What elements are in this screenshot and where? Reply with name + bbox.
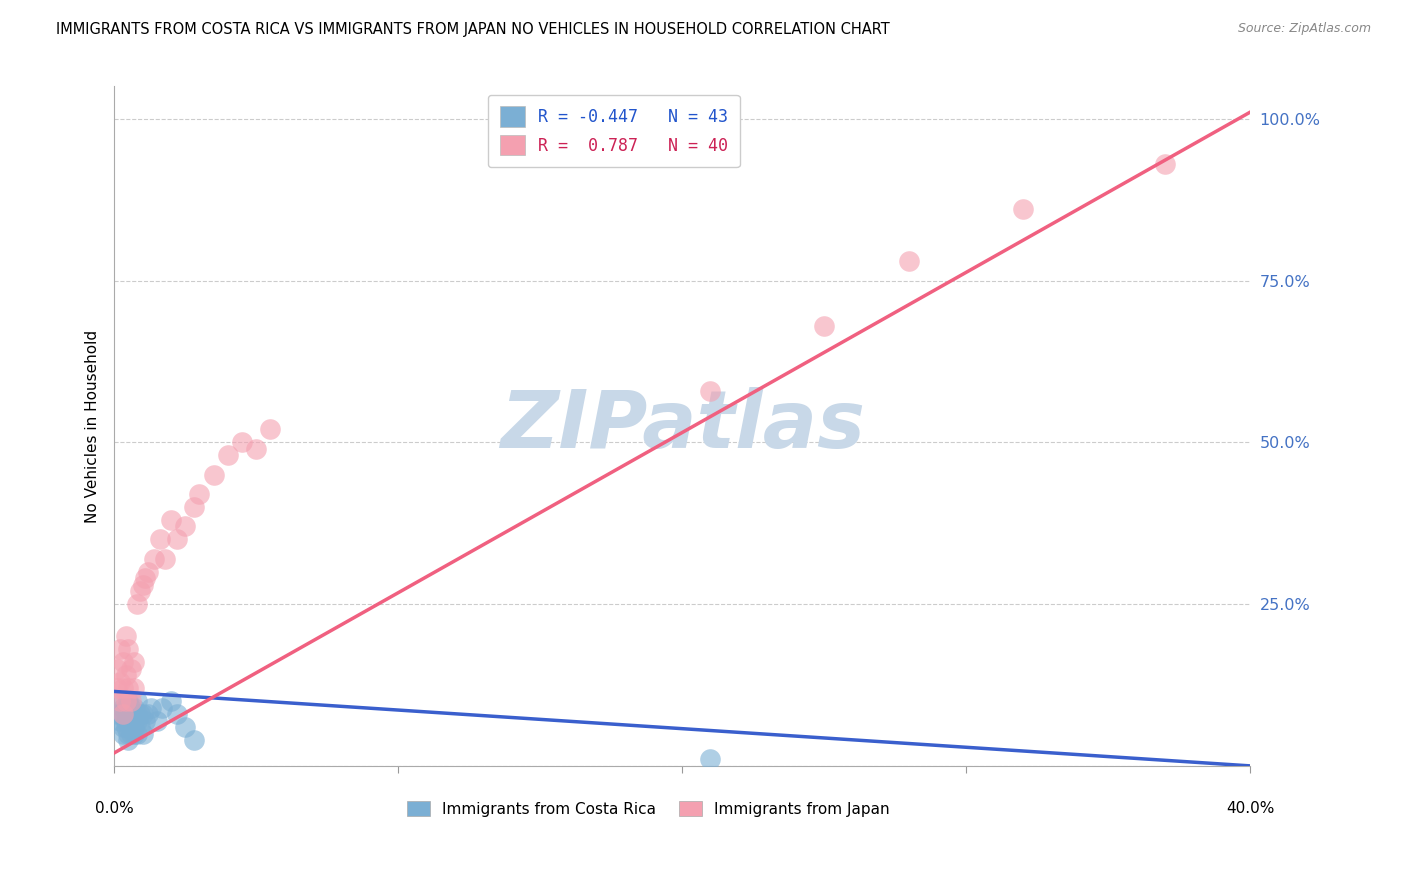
- Point: [136, 707, 159, 722]
- Point: [114, 720, 136, 734]
- Point: [114, 714, 136, 728]
- Text: IMMIGRANTS FROM COSTA RICA VS IMMIGRANTS FROM JAPAN NO VEHICLES IN HOUSEHOLD COR: IMMIGRANTS FROM COSTA RICA VS IMMIGRANTS…: [56, 22, 890, 37]
- Point: [120, 726, 142, 740]
- Point: [142, 551, 165, 566]
- Point: [111, 720, 134, 734]
- Point: [111, 707, 134, 722]
- Text: 40.0%: 40.0%: [1226, 802, 1274, 816]
- Point: [231, 435, 253, 450]
- Point: [131, 726, 153, 740]
- Point: [131, 707, 153, 722]
- Point: [117, 681, 139, 696]
- Point: [117, 733, 139, 747]
- Point: [108, 674, 131, 689]
- Point: [1153, 157, 1175, 171]
- Point: [122, 726, 145, 740]
- Point: [134, 714, 156, 728]
- Point: [114, 668, 136, 682]
- Text: ZIPatlas: ZIPatlas: [499, 387, 865, 465]
- Point: [202, 467, 225, 482]
- Point: [166, 707, 188, 722]
- Point: [160, 694, 183, 708]
- Point: [125, 726, 148, 740]
- Point: [114, 694, 136, 708]
- Point: [149, 533, 172, 547]
- Point: [217, 448, 239, 462]
- Point: [114, 700, 136, 714]
- Point: [105, 662, 128, 676]
- Point: [188, 487, 211, 501]
- Point: [146, 714, 169, 728]
- Point: [108, 707, 131, 722]
- Point: [111, 681, 134, 696]
- Y-axis label: No Vehicles in Household: No Vehicles in Household: [86, 329, 100, 523]
- Point: [108, 694, 131, 708]
- Point: [125, 714, 148, 728]
- Point: [136, 565, 159, 579]
- Point: [174, 720, 197, 734]
- Point: [122, 700, 145, 714]
- Point: [120, 694, 142, 708]
- Point: [128, 720, 150, 734]
- Point: [120, 700, 142, 714]
- Legend: Immigrants from Costa Rica, Immigrants from Japan: Immigrants from Costa Rica, Immigrants f…: [401, 795, 896, 822]
- Point: [111, 694, 134, 708]
- Point: [114, 629, 136, 643]
- Text: Source: ZipAtlas.com: Source: ZipAtlas.com: [1237, 22, 1371, 36]
- Point: [117, 694, 139, 708]
- Point: [122, 656, 145, 670]
- Point: [125, 707, 148, 722]
- Point: [898, 254, 921, 268]
- Point: [111, 700, 134, 714]
- Point: [174, 519, 197, 533]
- Point: [105, 707, 128, 722]
- Point: [117, 642, 139, 657]
- Point: [117, 714, 139, 728]
- Point: [183, 733, 205, 747]
- Point: [155, 551, 177, 566]
- Point: [134, 571, 156, 585]
- Point: [125, 597, 148, 611]
- Point: [128, 707, 150, 722]
- Point: [105, 681, 128, 696]
- Point: [120, 662, 142, 676]
- Point: [122, 720, 145, 734]
- Point: [117, 726, 139, 740]
- Point: [259, 422, 281, 436]
- Point: [131, 577, 153, 591]
- Point: [117, 707, 139, 722]
- Point: [120, 707, 142, 722]
- Point: [111, 726, 134, 740]
- Point: [183, 500, 205, 514]
- Point: [120, 714, 142, 728]
- Point: [122, 707, 145, 722]
- Point: [160, 513, 183, 527]
- Point: [813, 318, 835, 333]
- Point: [139, 700, 162, 714]
- Point: [1011, 202, 1033, 217]
- Point: [125, 694, 148, 708]
- Point: [128, 584, 150, 599]
- Point: [699, 384, 721, 398]
- Point: [108, 714, 131, 728]
- Point: [166, 533, 188, 547]
- Text: 0.0%: 0.0%: [94, 802, 134, 816]
- Point: [699, 752, 721, 766]
- Point: [122, 714, 145, 728]
- Point: [245, 442, 267, 456]
- Point: [108, 642, 131, 657]
- Point: [122, 681, 145, 696]
- Point: [152, 700, 174, 714]
- Point: [111, 656, 134, 670]
- Point: [117, 700, 139, 714]
